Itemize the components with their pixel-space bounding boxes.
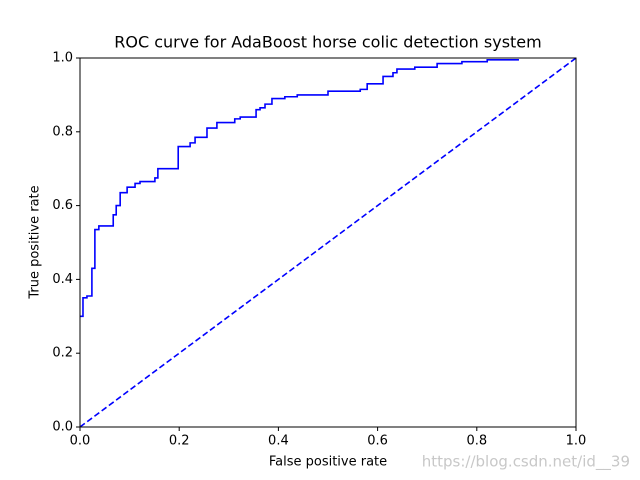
watermark: https://blog.csdn.net/id__39: [422, 453, 630, 472]
plot-frame: [79, 57, 577, 428]
y-tick-label: 0.0: [52, 420, 73, 435]
x-axis-label: False positive rate: [269, 455, 387, 470]
chart-title: ROC curve for AdaBoost horse colic detec…: [114, 33, 541, 52]
y-tick-label: 0.6: [52, 198, 73, 213]
y-tick-label: 1.0: [52, 51, 73, 66]
x-tick-label: 0.0: [70, 434, 91, 449]
roc-line: [79, 57, 577, 428]
x-tick-label: 1.0: [566, 434, 587, 449]
x-tick-label: 0.2: [169, 434, 190, 449]
x-tick-label: 0.6: [367, 434, 388, 449]
y-tick-label: 0.8: [52, 124, 73, 139]
y-tick-label: 0.4: [52, 272, 73, 287]
y-axis-label: True positive rate: [28, 185, 43, 299]
roc-line: [80, 59, 519, 318]
x-tick-label: 0.8: [466, 434, 487, 449]
y-tick-label: 0.2: [52, 346, 73, 361]
x-tick-label: 0.4: [268, 434, 289, 449]
